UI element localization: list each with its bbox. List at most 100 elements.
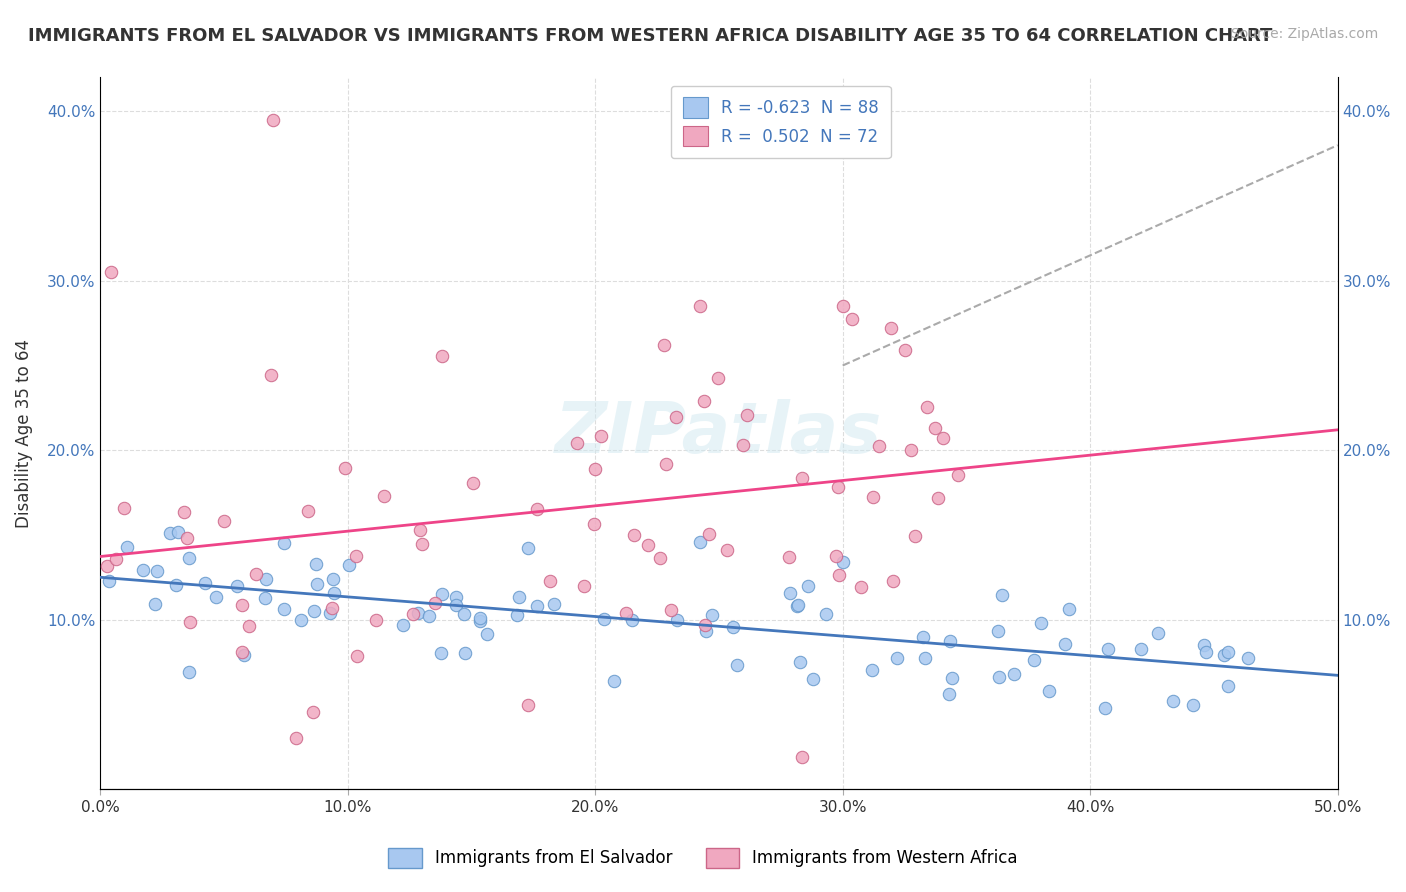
Point [392,617,415,632]
Point [666,613,689,627]
Point [831,555,853,569]
Point [1038,684,1060,698]
Point [508,590,530,604]
Point [453,607,475,621]
Point [1147,625,1170,640]
Point [938,687,960,701]
Point [941,671,963,685]
Point [323,586,346,600]
Point [862,490,884,504]
Point [583,462,606,476]
Point [700,607,723,622]
Text: ZIPatlas: ZIPatlas [555,399,883,467]
Point [659,602,682,616]
Point [927,491,949,505]
Point [582,517,605,532]
Point [432,349,454,363]
Point [461,475,484,490]
Point [167,525,190,540]
Point [226,579,249,593]
Point [1182,698,1205,712]
Point [179,550,201,565]
Point [912,631,935,645]
Point [366,613,388,627]
Point [538,574,561,588]
Point [526,599,548,613]
Point [938,633,960,648]
Point [418,609,440,624]
Point [337,558,360,573]
Point [893,343,915,357]
Point [516,541,538,556]
Point [302,705,325,719]
Point [886,650,908,665]
Point [96,559,118,574]
Point [827,481,849,495]
Point [177,665,200,679]
Point [254,572,277,586]
Point [346,649,368,664]
Point [721,620,744,634]
Point [470,611,492,625]
Point [589,429,612,443]
Point [792,750,814,764]
Point [1053,637,1076,651]
Point [789,655,811,669]
Point [263,112,285,127]
Point [159,525,181,540]
Point [253,591,276,605]
Point [882,574,904,588]
Point [652,338,675,352]
Point [650,551,672,566]
Point [176,531,198,545]
Point [693,618,716,632]
Point [402,607,425,622]
Point [828,567,851,582]
Point [231,645,253,659]
Point [344,549,367,563]
Text: IMMIGRANTS FROM EL SALVADOR VS IMMIGRANTS FROM WESTERN AFRICA DISABILITY AGE 35 : IMMIGRANTS FROM EL SALVADOR VS IMMIGRANT… [28,27,1272,45]
Point [932,431,955,445]
Point [406,606,429,620]
Point [319,607,342,621]
Point [166,578,188,592]
Point [716,542,738,557]
Point [693,394,716,409]
Point [786,599,808,614]
Point [285,731,308,745]
Point [273,536,295,550]
Point [444,590,467,604]
Point [801,672,824,686]
Point [946,468,969,483]
Point [815,607,838,621]
Point [411,537,433,551]
Point [429,646,451,660]
Point [565,435,588,450]
Point [409,523,432,537]
Point [731,438,754,452]
Point [446,598,468,612]
Point [623,528,645,542]
Point [173,505,195,519]
Point [655,457,678,471]
Point [860,663,883,677]
Point [145,564,167,578]
Point [790,471,813,485]
Point [572,579,595,593]
Point [707,371,730,385]
Point [689,535,711,549]
Point [430,587,453,601]
Point [1216,645,1239,659]
Text: Source: ZipAtlas.com: Source: ZipAtlas.com [1230,27,1378,41]
Point [616,606,638,620]
Point [307,577,329,591]
Point [231,598,253,612]
Point [988,670,1011,684]
Point [302,604,325,618]
Point [1022,653,1045,667]
Point [105,552,128,566]
Point [1097,641,1119,656]
Y-axis label: Disability Age 35 to 64: Disability Age 35 to 64 [15,339,32,528]
Point [98,574,121,589]
Point [143,597,166,611]
